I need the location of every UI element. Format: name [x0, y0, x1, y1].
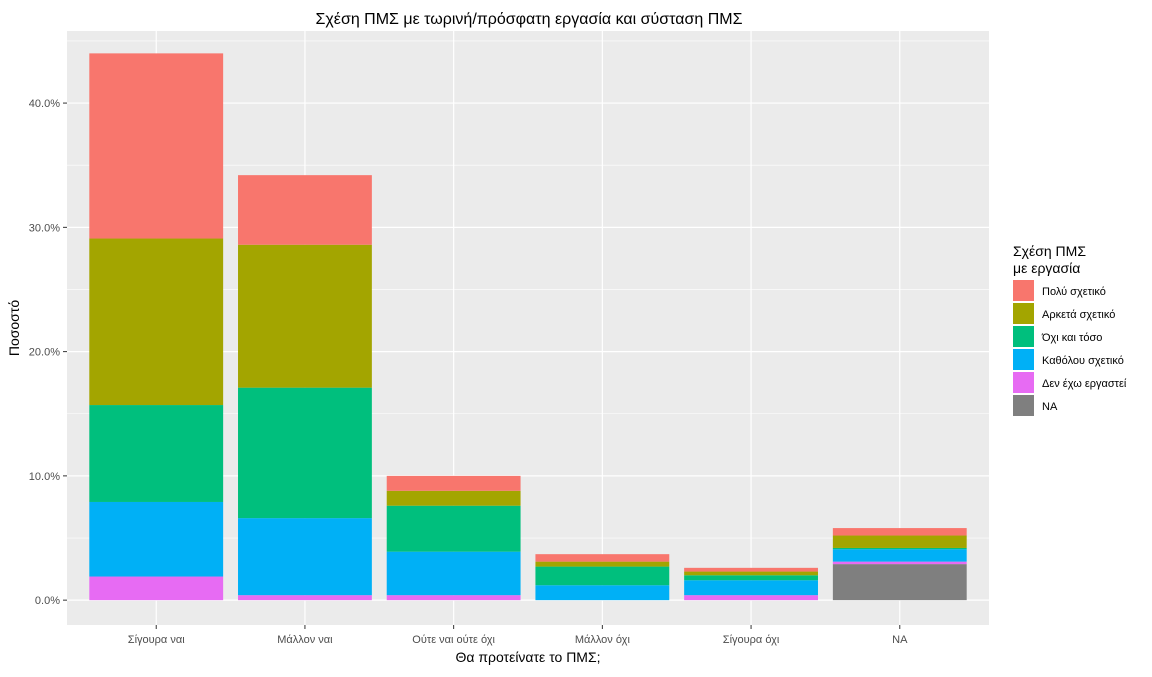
bar-segment	[535, 554, 670, 562]
bar-segment	[535, 585, 670, 601]
x-tick-label: Σίγουρα όχι	[723, 634, 780, 646]
legend-item: Καθόλου σχετικό	[1013, 349, 1124, 370]
legend: Σχέση ΠΜΣ με εργασία Πολύ σχετικό Αρκετά …	[1013, 243, 1127, 416]
legend-swatch	[1013, 372, 1034, 393]
legend-swatch	[1013, 395, 1034, 416]
bar-segment	[89, 576, 224, 601]
legend-item: Δεν έχω εργαστεί	[1013, 372, 1127, 393]
y-tick-label: 0.0%	[35, 595, 60, 607]
bar-stack	[386, 475, 521, 601]
chart-title: Σχέση ΠΜΣ με τωρινή/πρόσφατη εργασία και…	[316, 11, 743, 28]
bar-segment	[832, 528, 967, 536]
legend-label: Πολύ σχετικό	[1042, 286, 1106, 298]
bar-segment	[684, 567, 818, 572]
legend-label: Δεν έχω εργαστεί	[1042, 378, 1127, 390]
bar-segment	[684, 571, 818, 576]
legend-swatch	[1013, 303, 1034, 324]
bar-stacks	[89, 53, 967, 601]
legend-title-line-1: Σχέση ΠΜΣ	[1013, 243, 1086, 259]
bar-segment	[89, 238, 224, 406]
x-axis-ticks: Σίγουρα ναι Μάλλον ναι Ούτε ναι ούτε όχι Μά…	[128, 625, 908, 646]
bar-segment	[89, 405, 224, 502]
legend-label: NA	[1042, 401, 1058, 413]
legend-label: Όχι και τόσο	[1041, 332, 1102, 344]
legend-swatch	[1013, 280, 1034, 301]
bar-segment	[832, 547, 967, 550]
bar-stack	[238, 175, 372, 601]
bar-stack	[684, 567, 818, 601]
bar-segment	[832, 561, 967, 565]
bar-segment	[832, 564, 967, 601]
x-tick-label: Μάλλον όχι	[575, 634, 631, 646]
y-tick-label: 20.0%	[29, 347, 60, 359]
bar-segment	[832, 535, 967, 548]
x-tick-label: NA	[892, 634, 908, 646]
y-tick-label: 30.0%	[29, 222, 60, 234]
bar-stack	[832, 528, 967, 601]
x-tick-label: Μάλλον ναι	[277, 634, 333, 646]
bar-segment	[535, 566, 670, 586]
legend-item: NA	[1013, 395, 1058, 416]
legend-swatch	[1013, 326, 1034, 347]
x-tick-label: Σίγουρα ναι	[128, 634, 185, 646]
bar-segment	[386, 595, 521, 601]
legend-label: Καθόλου σχετικό	[1042, 355, 1124, 367]
y-tick-label: 40.0%	[29, 98, 60, 110]
legend-swatch	[1013, 349, 1034, 370]
bar-segment	[535, 561, 670, 567]
legend-item: Όχι και τόσο	[1013, 326, 1102, 347]
y-axis-ticks: 0.0% 10.0% 20.0% 30.0% 40.0%	[29, 98, 67, 607]
bar-segment	[386, 475, 521, 491]
legend-item: Πολύ σχετικό	[1013, 280, 1106, 301]
bar-segment	[89, 501, 224, 577]
bar-segment	[238, 595, 372, 601]
legend-title-line-2: με εργασία	[1013, 260, 1080, 276]
bar-segment	[238, 387, 372, 519]
bar-segment	[238, 244, 372, 388]
bar-segment	[684, 580, 818, 596]
y-axis-label: Ποσοστό	[6, 300, 22, 356]
bar-segment	[386, 490, 521, 506]
x-tick-label: Ούτε ναι ούτε όχι	[412, 634, 495, 646]
bar-segment	[684, 575, 818, 581]
legend-label: Αρκετά σχετικό	[1042, 309, 1115, 321]
bar-segment	[832, 549, 967, 562]
legend-items: Πολύ σχετικό Αρκετά σχετικό Όχι και τόσο Κα…	[1013, 280, 1127, 416]
y-tick-label: 10.0%	[29, 471, 60, 483]
bar-stack	[89, 53, 224, 601]
bar-segment	[684, 595, 818, 601]
bar-segment	[386, 505, 521, 552]
bar-segment	[386, 551, 521, 596]
bar-segment	[238, 175, 372, 245]
x-axis-label: Θα προτείνατε το ΠΜΣ;	[455, 649, 600, 665]
bar-segment	[89, 53, 224, 239]
legend-item: Αρκετά σχετικό	[1013, 303, 1115, 324]
bar-segment	[238, 518, 372, 596]
bar-stack	[535, 554, 670, 601]
